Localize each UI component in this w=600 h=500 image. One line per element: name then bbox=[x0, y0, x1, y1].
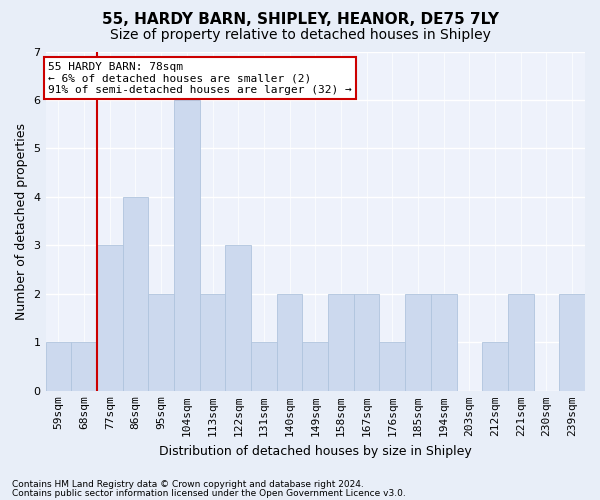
Bar bbox=[174, 100, 200, 391]
Bar bbox=[354, 294, 379, 391]
Text: Contains HM Land Registry data © Crown copyright and database right 2024.: Contains HM Land Registry data © Crown c… bbox=[12, 480, 364, 489]
Text: 55 HARDY BARN: 78sqm
← 6% of detached houses are smaller (2)
91% of semi-detache: 55 HARDY BARN: 78sqm ← 6% of detached ho… bbox=[48, 62, 352, 95]
Bar bbox=[97, 246, 122, 391]
Bar bbox=[302, 342, 328, 391]
Text: 55, HARDY BARN, SHIPLEY, HEANOR, DE75 7LY: 55, HARDY BARN, SHIPLEY, HEANOR, DE75 7L… bbox=[101, 12, 499, 28]
Bar bbox=[200, 294, 226, 391]
X-axis label: Distribution of detached houses by size in Shipley: Distribution of detached houses by size … bbox=[159, 444, 472, 458]
Bar bbox=[328, 294, 354, 391]
Bar bbox=[226, 246, 251, 391]
Bar bbox=[379, 342, 405, 391]
Bar bbox=[122, 197, 148, 391]
Bar bbox=[251, 342, 277, 391]
Bar bbox=[482, 342, 508, 391]
Y-axis label: Number of detached properties: Number of detached properties bbox=[15, 122, 28, 320]
Bar bbox=[559, 294, 585, 391]
Text: Contains public sector information licensed under the Open Government Licence v3: Contains public sector information licen… bbox=[12, 489, 406, 498]
Bar bbox=[71, 342, 97, 391]
Bar bbox=[148, 294, 174, 391]
Bar bbox=[405, 294, 431, 391]
Bar bbox=[431, 294, 457, 391]
Bar bbox=[277, 294, 302, 391]
Bar bbox=[46, 342, 71, 391]
Bar bbox=[508, 294, 533, 391]
Text: Size of property relative to detached houses in Shipley: Size of property relative to detached ho… bbox=[110, 28, 490, 42]
